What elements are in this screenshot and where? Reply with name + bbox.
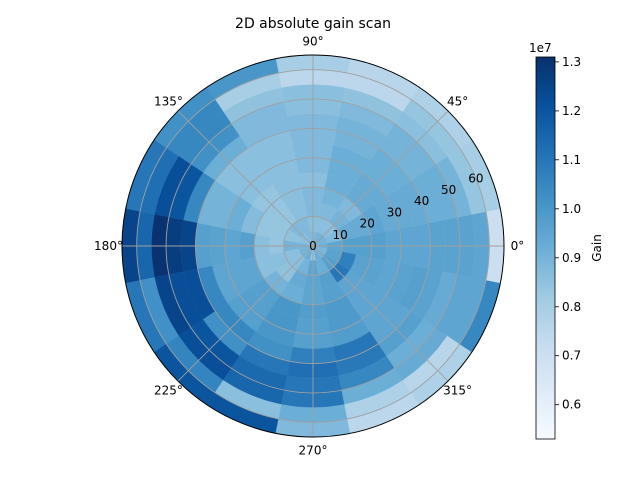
angle-tick-label: 135° xyxy=(154,94,183,108)
colorbar-label: Gain xyxy=(590,234,604,262)
angle-grid-line xyxy=(177,245,314,382)
radial-tick-label: 60 xyxy=(468,172,483,186)
chart-title: 2D absolute gain scan xyxy=(235,16,391,32)
colorbar-tick-label: 0.7 xyxy=(562,349,581,363)
radial-tick-label: 0 xyxy=(309,239,317,253)
colorbar-tick-label: 0.6 xyxy=(562,398,581,412)
angle-grid-line xyxy=(312,110,449,247)
colorbar xyxy=(535,56,556,440)
angle-grid-line xyxy=(177,110,314,247)
angle-grid-line xyxy=(312,245,449,382)
colorbar-ticks: 0.6 0.7 0.8 0.9 1.0 1.1 1.2 1.3 xyxy=(555,55,581,412)
colorbar-tick-label: 1.1 xyxy=(562,153,581,167)
angle-tick-label: 45° xyxy=(447,94,468,108)
colorbar-tick-label: 1.2 xyxy=(562,104,581,118)
radial-tick-label: 40 xyxy=(414,194,429,208)
radial-tick-label: 20 xyxy=(360,217,375,231)
colorbar-offset-text: 1e7 xyxy=(529,41,552,55)
angle-tick-label: 0° xyxy=(511,239,525,253)
radial-tick-label: 50 xyxy=(441,183,456,197)
angle-tick-label: 90° xyxy=(302,35,323,49)
radial-tick-labels: 0 10 20 30 40 50 60 xyxy=(309,172,483,254)
polar-grid xyxy=(122,55,504,437)
angle-tick-label: 180° xyxy=(94,239,123,253)
radial-tick-label: 10 xyxy=(332,228,347,242)
angle-tick-labels: 0° 45° 90° 135° 180° 225° 270° 315° xyxy=(94,35,524,458)
angle-tick-label: 270° xyxy=(299,444,328,458)
colorbar-tick-label: 0.8 xyxy=(562,300,581,314)
colorbar-tick-label: 0.9 xyxy=(562,251,581,265)
angle-tick-label: 315° xyxy=(443,384,472,398)
angle-tick-label: 225° xyxy=(154,384,183,398)
colorbar-tick-label: 1.0 xyxy=(562,202,581,216)
radial-tick-label: 30 xyxy=(387,205,402,219)
polar-frame xyxy=(121,54,505,438)
colorbar-tick-label: 1.3 xyxy=(562,55,581,69)
